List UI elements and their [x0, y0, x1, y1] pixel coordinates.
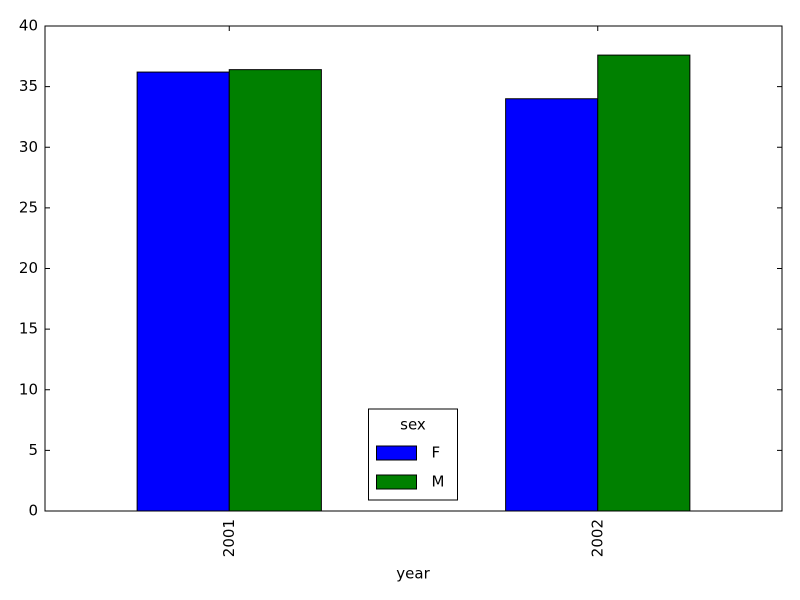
y-tick-label: 35 — [19, 77, 38, 95]
bar — [597, 54, 691, 512]
y-tick-label: 0 — [28, 502, 38, 520]
bar — [228, 69, 322, 512]
y-tick-label: 20 — [19, 259, 38, 277]
x-axis-label: year — [396, 565, 430, 583]
y-tick-label: 5 — [28, 441, 38, 459]
y-tick-label: 15 — [19, 320, 38, 338]
legend-swatch — [376, 445, 417, 461]
x-tick-label: 2001 — [220, 519, 238, 557]
y-tick-label: 40 — [19, 17, 38, 35]
y-tick-label: 25 — [19, 198, 38, 216]
legend-label: F — [432, 444, 441, 462]
y-tick-label: 10 — [19, 380, 38, 398]
plot-frame — [44, 25, 783, 512]
y-tick-label: 30 — [19, 138, 38, 156]
legend-swatch — [376, 474, 417, 490]
legend-label: M — [432, 473, 445, 491]
x-tick-label: 2002 — [588, 519, 606, 557]
bar — [136, 71, 230, 512]
legend-title: sex — [400, 416, 426, 434]
bar — [505, 98, 599, 512]
